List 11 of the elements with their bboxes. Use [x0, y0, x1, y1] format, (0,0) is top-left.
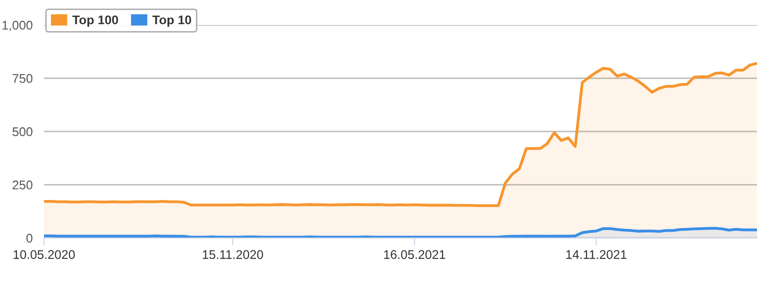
y-tick-label: 500	[12, 127, 32, 136]
y-tick-label: 750	[12, 74, 32, 83]
x-tick-label: 10.05.2020	[14, 250, 75, 259]
y-tick-label: 1,000	[2, 20, 32, 32]
legend-label: Top 100	[72, 15, 118, 27]
x-tick-label: 15.11.2020	[202, 250, 264, 259]
x-tick-label: 14.11.2021	[566, 250, 626, 259]
y-tick-label: 250	[12, 180, 32, 190]
x-tick-label: 16.05.2021	[384, 250, 446, 259]
legend-label: Top 10	[152, 15, 192, 27]
y-tick-label: 0	[26, 234, 32, 243]
